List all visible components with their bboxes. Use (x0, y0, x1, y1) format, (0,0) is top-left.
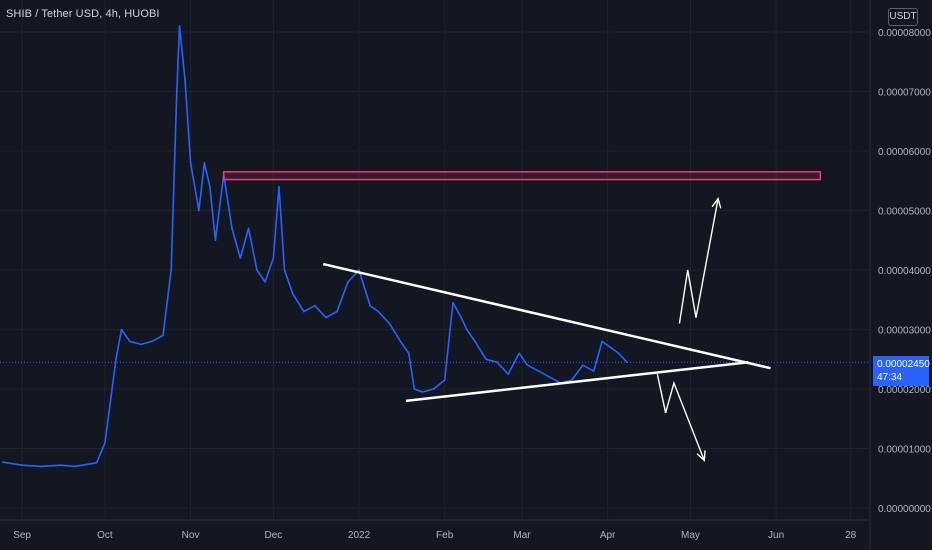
price-point (209, 185, 211, 188)
price-point (413, 388, 416, 390)
price-point (537, 370, 540, 372)
price-point (175, 90, 178, 93)
price-point (272, 257, 275, 259)
price-point (399, 340, 402, 343)
price-point (1, 461, 4, 463)
price-point (21, 464, 23, 466)
price-point (162, 334, 164, 337)
price-point (247, 227, 250, 230)
price-point (601, 340, 603, 343)
price-point (432, 388, 435, 390)
currency-button[interactable]: USDT (888, 8, 918, 26)
y-tick-label: 0.00004000 (878, 266, 931, 277)
price-point (593, 370, 595, 372)
x-tick-label: Oct (97, 530, 113, 541)
price-point (278, 185, 280, 188)
price-point (421, 391, 424, 393)
price-point (452, 301, 454, 304)
x-tick-label: 2022 (348, 530, 371, 541)
x-tick-label: May (681, 530, 700, 541)
price-point (617, 352, 620, 355)
price-point (184, 78, 186, 81)
y-tick-label: 0.00006000 (878, 147, 931, 158)
price-point (203, 162, 206, 164)
price-point (115, 358, 117, 361)
y-tick-label: 0.00007000 (878, 88, 931, 99)
price-point (291, 293, 294, 295)
resistance-zone-box (222, 171, 822, 181)
price-point (548, 376, 551, 378)
price-point (40, 465, 43, 468)
price-point (496, 361, 498, 364)
price-point (407, 352, 410, 355)
price-point (581, 364, 584, 367)
bar-countdown: 47:34 (877, 372, 903, 383)
y-tick-label: 0.00002000 (878, 385, 931, 396)
price-point (465, 328, 468, 331)
price-point (95, 461, 98, 464)
price-point (609, 346, 612, 349)
price-point (570, 379, 573, 381)
x-tick-label: Sep (13, 530, 31, 541)
price-point (256, 269, 258, 271)
price-point (264, 281, 266, 283)
price-point (526, 364, 529, 367)
price-point (198, 209, 200, 212)
price-point (283, 269, 286, 271)
price-point (336, 310, 338, 313)
x-tick-label: Feb (436, 530, 454, 541)
last-price-badge: 0.00002450 47:34 (873, 356, 930, 386)
price-point (73, 465, 76, 468)
x-tick-label: Mar (513, 530, 531, 541)
upper-trendline (322, 262, 771, 370)
price-point (369, 304, 371, 307)
x-tick-label: 28 (845, 530, 857, 541)
price-point (214, 239, 217, 242)
price-point (443, 379, 446, 381)
price-point (178, 25, 181, 27)
y-tick-label: 0.00000000 (878, 504, 931, 515)
price-point (189, 162, 192, 164)
price-point (474, 340, 476, 343)
price-point (377, 310, 380, 313)
y-tick-label: 0.00005000 (878, 207, 931, 218)
price-point (347, 281, 349, 283)
price-point (460, 316, 463, 319)
x-tick-label: Apr (600, 530, 616, 541)
price-point (518, 352, 521, 355)
price-point (358, 269, 360, 271)
x-tick-label: Jun (768, 530, 784, 541)
bullish-arrow-head (711, 197, 722, 209)
y-tick-label: 0.00003000 (878, 326, 931, 337)
price-point (151, 340, 153, 343)
price-point (388, 322, 391, 325)
price-point (303, 310, 305, 313)
last-price-label: 0.00002450 (877, 359, 930, 370)
x-tick-label: Dec (265, 530, 283, 541)
bearish-arrow-head (696, 450, 706, 462)
price-point (170, 269, 173, 271)
price-point (231, 227, 233, 230)
price-point (485, 358, 487, 361)
price-point (507, 373, 509, 375)
price-point (120, 328, 123, 331)
price-point (59, 464, 62, 466)
lower-trendline (405, 360, 749, 403)
x-tick-label: Nov (182, 530, 200, 541)
symbol-title: SHIB / Tether USD, 4h, HUOBI (6, 8, 160, 20)
price-point (140, 343, 142, 346)
y-tick-label: 0.00008000 (878, 28, 931, 39)
price-series-line (2, 25, 628, 468)
price-point (626, 361, 628, 364)
bearish-arrow (656, 373, 705, 461)
price-point (325, 316, 327, 319)
price-point (129, 340, 131, 343)
price-point (314, 304, 316, 307)
y-tick-label: 0.00001000 (878, 445, 931, 456)
bullish-arrow (678, 198, 719, 324)
price-point (104, 441, 106, 444)
price-point (239, 257, 242, 259)
